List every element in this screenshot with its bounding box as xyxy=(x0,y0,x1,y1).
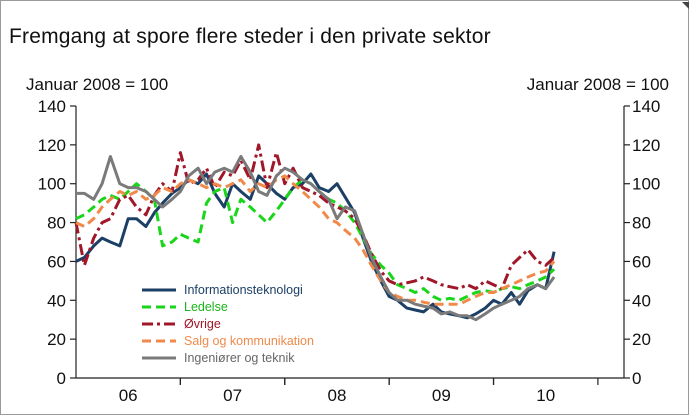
x-tick-label: 09 xyxy=(432,386,451,405)
legend-label-4: Salg og kommunikation xyxy=(184,334,314,348)
series-line-2 xyxy=(75,178,556,302)
x-tick-label: 07 xyxy=(223,386,242,405)
series-line-3 xyxy=(74,143,556,291)
y-tick-label-left: 40 xyxy=(47,291,66,310)
x-tick-label: 08 xyxy=(327,386,346,405)
y-tick-label-right: 20 xyxy=(632,330,651,349)
y-tick-label-left: 0 xyxy=(57,369,66,388)
x-tick-label: 06 xyxy=(119,386,138,405)
y-tick-label-right: 140 xyxy=(632,97,660,116)
y-axis-label-right: Januar 2008 = 100 xyxy=(526,75,669,94)
y-tick-label-right: 120 xyxy=(632,136,660,155)
y-tick-label-left: 20 xyxy=(47,330,66,349)
corner-marker xyxy=(682,2,689,9)
y-tick-label-right: 80 xyxy=(632,214,651,233)
legend-label-5: Ingeniører og teknik xyxy=(184,351,295,365)
y-tick-label-right: 60 xyxy=(632,252,651,271)
legend-label-2: Ledelse xyxy=(184,300,228,314)
chart-title: Fremgang at spore flere steder i den pri… xyxy=(9,25,491,48)
y-tick-label-left: 120 xyxy=(38,136,66,155)
y-tick-label-left: 80 xyxy=(47,214,66,233)
legend-label-3: Øvrige xyxy=(184,317,221,331)
series-line-1 xyxy=(75,172,556,320)
y-axis-label-left: Januar 2008 = 100 xyxy=(26,75,169,94)
y-tick-label-right: 40 xyxy=(632,291,651,310)
y-tick-label-right: 100 xyxy=(632,175,660,194)
legend-label-1: Informationsteknologi xyxy=(184,283,303,297)
y-tick-label-right: 0 xyxy=(632,369,641,388)
series-line-5 xyxy=(76,155,556,322)
x-tick-label: 10 xyxy=(536,386,555,405)
y-tick-label-left: 100 xyxy=(38,175,66,194)
series-line-4 xyxy=(75,174,556,306)
y-tick-label-left: 140 xyxy=(38,97,66,116)
y-tick-label-left: 60 xyxy=(47,252,66,271)
